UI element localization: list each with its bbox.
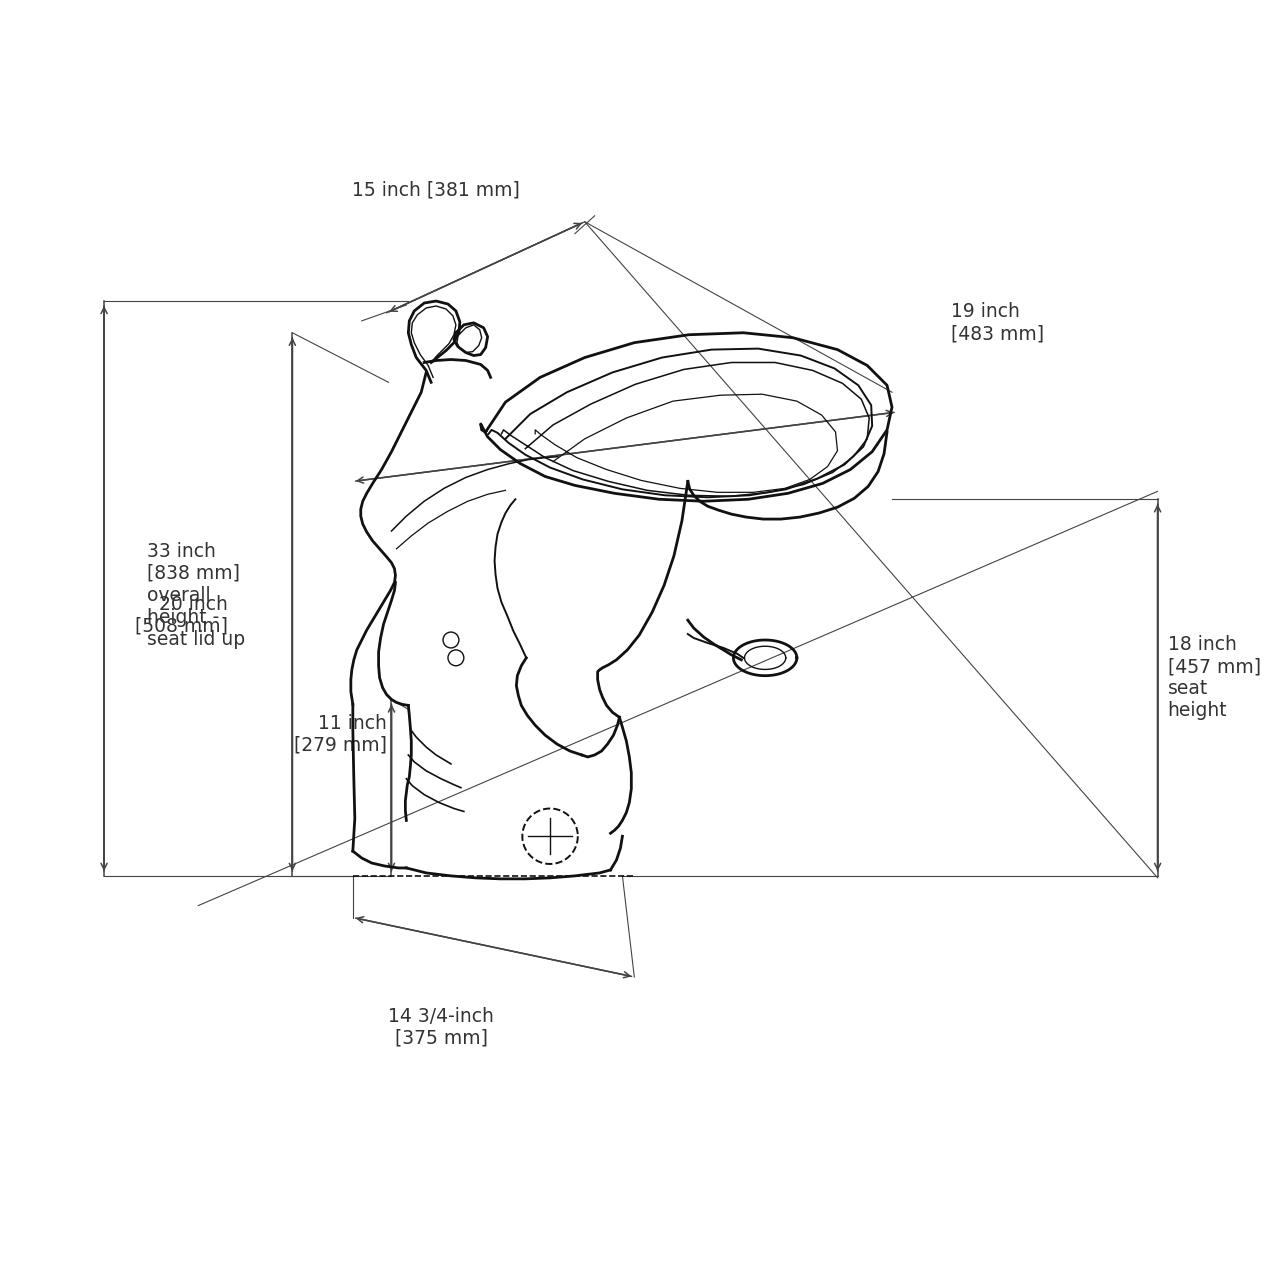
Text: 19 inch
[483 mm]: 19 inch [483 mm] — [951, 302, 1044, 343]
Text: 11 inch
[279 mm]: 11 inch [279 mm] — [293, 714, 387, 755]
Text: 33 inch
[838 mm]
overall
height -
seat lid up: 33 inch [838 mm] overall height - seat l… — [147, 541, 244, 649]
Text: 18 inch
[457 mm]
seat
height: 18 inch [457 mm] seat height — [1167, 635, 1261, 721]
Text: 20 inch
[508 mm]: 20 inch [508 mm] — [134, 595, 228, 636]
Text: 14 3/4-inch
[375 mm]: 14 3/4-inch [375 mm] — [388, 1006, 494, 1048]
Text: 15 inch [381 mm]: 15 inch [381 mm] — [352, 180, 520, 200]
